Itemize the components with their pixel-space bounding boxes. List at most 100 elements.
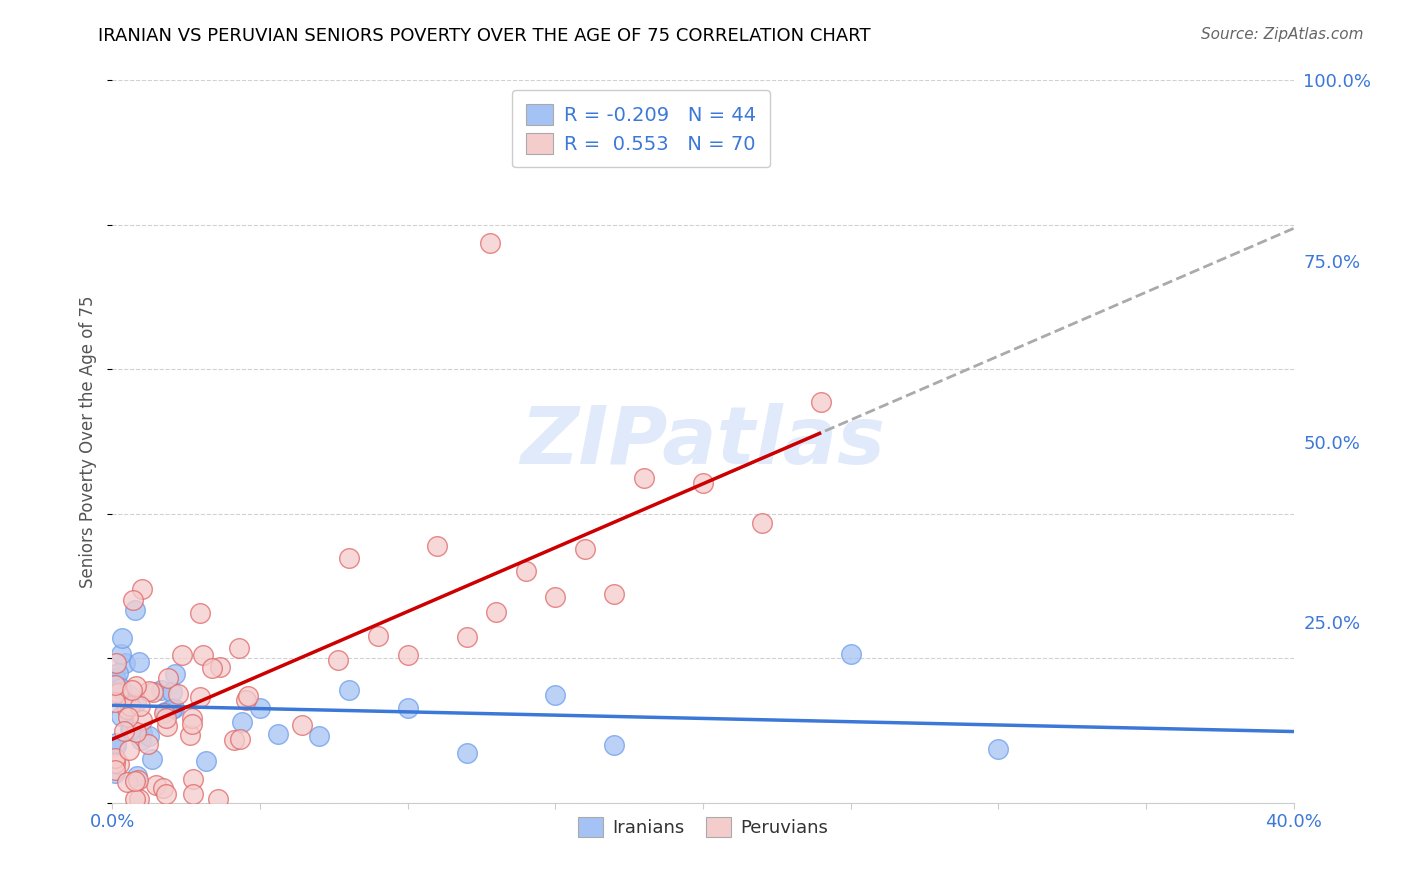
Point — [160, 702, 183, 716]
Point — [145, 778, 167, 792]
Text: Source: ZipAtlas.com: Source: ZipAtlas.com — [1201, 27, 1364, 42]
Point — [751, 516, 773, 530]
Point — [603, 587, 626, 601]
Point — [181, 711, 204, 725]
Point — [121, 682, 143, 697]
Point — [166, 687, 188, 701]
Point — [104, 677, 127, 691]
Point — [118, 742, 141, 756]
Point — [839, 648, 862, 662]
Point — [236, 689, 259, 703]
Point — [107, 756, 129, 771]
Point — [207, 792, 229, 806]
Point — [485, 605, 508, 619]
Point — [141, 752, 163, 766]
Point — [114, 697, 136, 711]
Point — [208, 660, 231, 674]
Point — [291, 718, 314, 732]
Point — [326, 653, 349, 667]
Point — [107, 686, 129, 700]
Point — [150, 683, 173, 698]
Point — [692, 475, 714, 490]
Point — [170, 648, 193, 662]
Point — [125, 695, 148, 709]
Point — [181, 788, 204, 802]
Point — [201, 661, 224, 675]
Text: IRANIAN VS PERUVIAN SENIORS POVERTY OVER THE AGE OF 75 CORRELATION CHART: IRANIAN VS PERUVIAN SENIORS POVERTY OVER… — [98, 27, 872, 45]
Point — [193, 648, 215, 663]
Point — [138, 683, 160, 698]
Point — [235, 693, 257, 707]
Point — [479, 235, 502, 250]
Point — [163, 700, 186, 714]
Point — [228, 640, 250, 655]
Point — [124, 792, 146, 806]
Point — [120, 722, 142, 736]
Point — [124, 603, 146, 617]
Point — [115, 702, 138, 716]
Point — [104, 673, 127, 687]
Point — [544, 688, 567, 702]
Point — [426, 539, 449, 553]
Point — [188, 606, 211, 620]
Point — [104, 763, 127, 777]
Point — [633, 470, 655, 484]
Point — [156, 719, 179, 733]
Point — [544, 590, 567, 604]
Point — [987, 741, 1010, 756]
Point — [188, 690, 211, 705]
Point — [574, 541, 596, 556]
Legend: Iranians, Peruvians: Iranians, Peruvians — [571, 810, 835, 845]
Point — [337, 682, 360, 697]
Text: ZIPatlas: ZIPatlas — [520, 402, 886, 481]
Point — [456, 631, 478, 645]
Point — [110, 681, 132, 695]
Point — [456, 746, 478, 760]
Point — [128, 655, 150, 669]
Point — [127, 772, 149, 787]
Point — [104, 766, 127, 780]
Point — [118, 689, 141, 703]
Point — [396, 648, 419, 662]
Point — [131, 726, 153, 740]
Point — [128, 698, 150, 713]
Point — [104, 696, 127, 710]
Point — [337, 550, 360, 565]
Point — [124, 679, 146, 693]
Point — [131, 713, 153, 727]
Point — [117, 710, 139, 724]
Point — [367, 629, 389, 643]
Point — [105, 736, 128, 750]
Point — [229, 731, 252, 746]
Point — [110, 708, 132, 723]
Point — [125, 769, 148, 783]
Point — [120, 723, 142, 737]
Point — [115, 775, 138, 789]
Point — [160, 685, 183, 699]
Point — [152, 706, 174, 720]
Point — [179, 728, 201, 742]
Point — [111, 631, 134, 645]
Point — [131, 582, 153, 596]
Point — [249, 701, 271, 715]
Point — [308, 730, 330, 744]
Point — [810, 394, 832, 409]
Point — [231, 715, 253, 730]
Point — [105, 739, 128, 754]
Point — [162, 702, 184, 716]
Point — [181, 772, 204, 787]
Point — [104, 681, 127, 695]
Point — [152, 780, 174, 795]
Point — [157, 671, 180, 685]
Point — [153, 705, 176, 719]
Point — [125, 725, 148, 739]
Point — [104, 672, 127, 686]
Point — [181, 716, 204, 731]
Point — [114, 656, 136, 670]
Point — [163, 666, 186, 681]
Point — [124, 774, 146, 789]
Point — [515, 564, 537, 578]
Point — [138, 729, 160, 743]
Y-axis label: Seniors Poverty Over the Age of 75: Seniors Poverty Over the Age of 75 — [79, 295, 97, 588]
Point — [155, 788, 177, 802]
